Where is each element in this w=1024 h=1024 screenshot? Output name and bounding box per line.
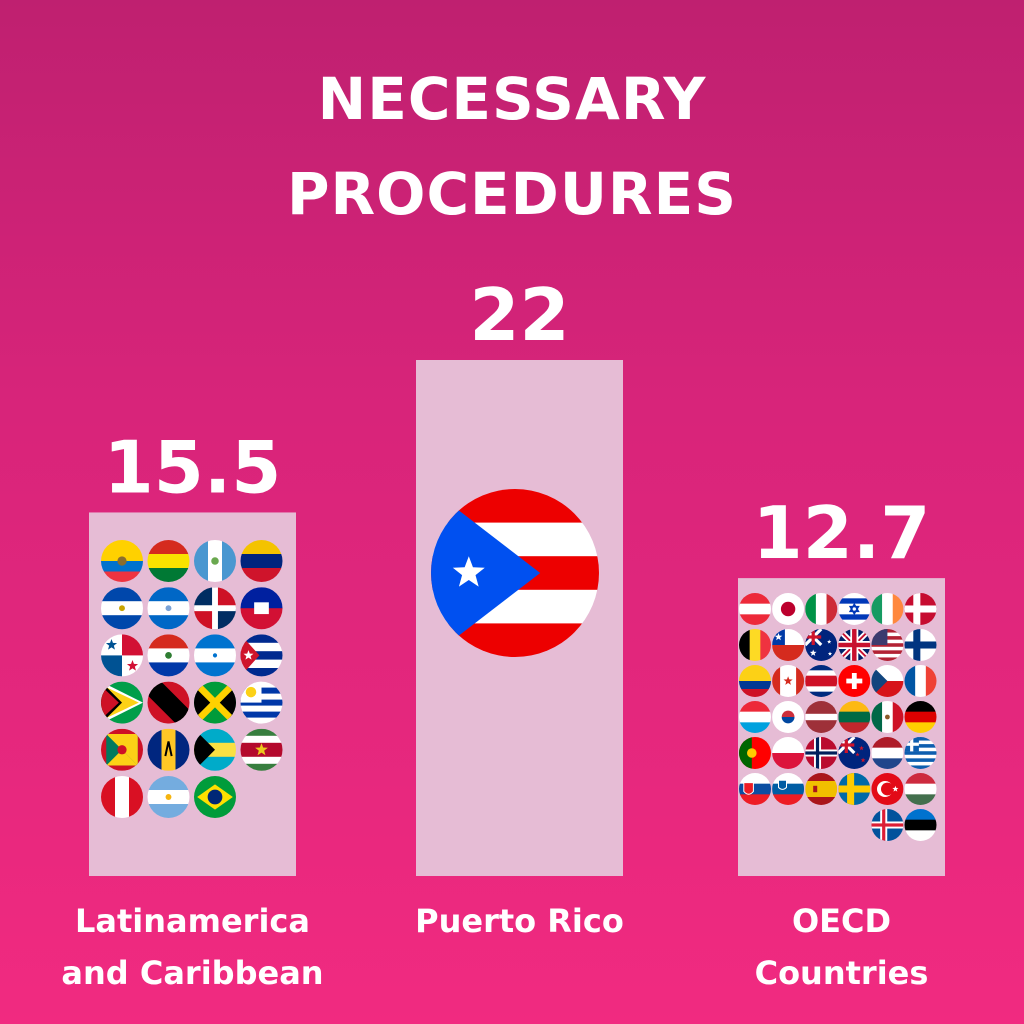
peru-flag-icon [101, 776, 143, 818]
category-label-line: Puerto Rico [415, 902, 624, 940]
lithuania-flag-icon [838, 701, 871, 733]
hungary-flag-icon [904, 773, 937, 805]
united-kingdom-flag-icon [838, 629, 871, 661]
barbados-flag-icon [147, 728, 190, 771]
finland-flag-icon [904, 629, 937, 661]
guyana-flag-icon [101, 681, 143, 724]
brazil-flag-icon [194, 776, 236, 818]
uruguay-flag-icon [240, 681, 283, 724]
spain-flag-icon [805, 773, 838, 805]
value-label: 15.5 [104, 425, 282, 509]
czech-republic-flag-icon [871, 665, 904, 697]
honduras-flag-icon [194, 634, 236, 677]
australia-flag-icon [805, 629, 838, 661]
guatemala-flag-icon [194, 540, 236, 582]
nicaragua-flag-icon [147, 587, 190, 630]
new-zealand-flag-icon [838, 737, 871, 769]
ecuador-flag-icon [101, 540, 143, 582]
estonia-flag-icon [904, 809, 937, 841]
italy-flag-icon [805, 593, 838, 625]
iceland-flag-icon [871, 809, 904, 841]
suriname-flag-icon [240, 728, 283, 771]
chart-title-line-1: NECESSARY [317, 65, 707, 133]
chart-title-line-2: PROCEDURES [287, 160, 737, 228]
south-korea-flag-icon [772, 701, 805, 733]
haiti-flag-icon [240, 587, 283, 630]
sweden-flag-icon [838, 773, 871, 805]
latvia-flag-icon [805, 701, 838, 733]
colombia-flag-icon [739, 665, 771, 697]
poland-flag-icon [772, 737, 805, 769]
turkey-flag-icon [871, 773, 904, 805]
chile-flag-icon [772, 629, 805, 661]
portugal-flag-icon [739, 737, 771, 769]
canada-flag-icon [772, 665, 805, 697]
ireland-flag-icon [871, 593, 904, 625]
category-label-line: Latinamerica [75, 902, 310, 940]
category-label: Puerto Rico [355, 895, 685, 947]
germany-flag-icon [904, 701, 937, 733]
category-label-line: and Caribbean [61, 954, 324, 992]
value-label: 22 [469, 273, 569, 357]
cuba-flag-icon [240, 634, 283, 677]
israel-flag-icon [838, 593, 871, 625]
luxembourg-flag-icon [739, 701, 771, 733]
france-flag-icon [904, 665, 937, 697]
category-label-line: OECD [791, 902, 892, 940]
slovakia-flag-icon [739, 773, 771, 805]
switzerland-flag-icon [838, 665, 871, 697]
slovenia-flag-icon [772, 773, 805, 805]
category-label: Latinamerica and Caribbean [28, 895, 358, 999]
argentina-flag-icon [147, 776, 190, 818]
norway-flag-icon [805, 737, 838, 769]
greece-flag-icon [904, 737, 937, 769]
netherlands-flag-icon [871, 737, 904, 769]
panama-flag-icon [101, 634, 143, 677]
austria-flag-icon [739, 593, 771, 625]
puerto-rico-flag-icon [431, 489, 599, 657]
paraguay-flag-icon [147, 634, 190, 677]
category-label: OECD Countries [677, 895, 1007, 999]
dominican-republic-flag-icon [194, 587, 236, 630]
grenada-flag-icon [101, 728, 143, 771]
el-salvador-flag-icon [101, 587, 143, 630]
bolivia-flag-icon [147, 540, 190, 582]
bahamas-flag-icon [194, 728, 236, 771]
japan-flag-icon [772, 593, 805, 625]
costa-rica-flag-icon [805, 665, 838, 697]
venezuela-flag-icon [240, 540, 283, 582]
jamaica-flag-icon [194, 681, 236, 724]
category-label-line: Countries [754, 954, 929, 992]
trinidad-and-tobago-flag-icon [147, 681, 190, 724]
belgium-flag-icon [739, 629, 771, 661]
mexico-flag-icon [871, 701, 904, 733]
value-label: 12.7 [753, 491, 931, 575]
denmark-flag-icon [904, 593, 937, 625]
